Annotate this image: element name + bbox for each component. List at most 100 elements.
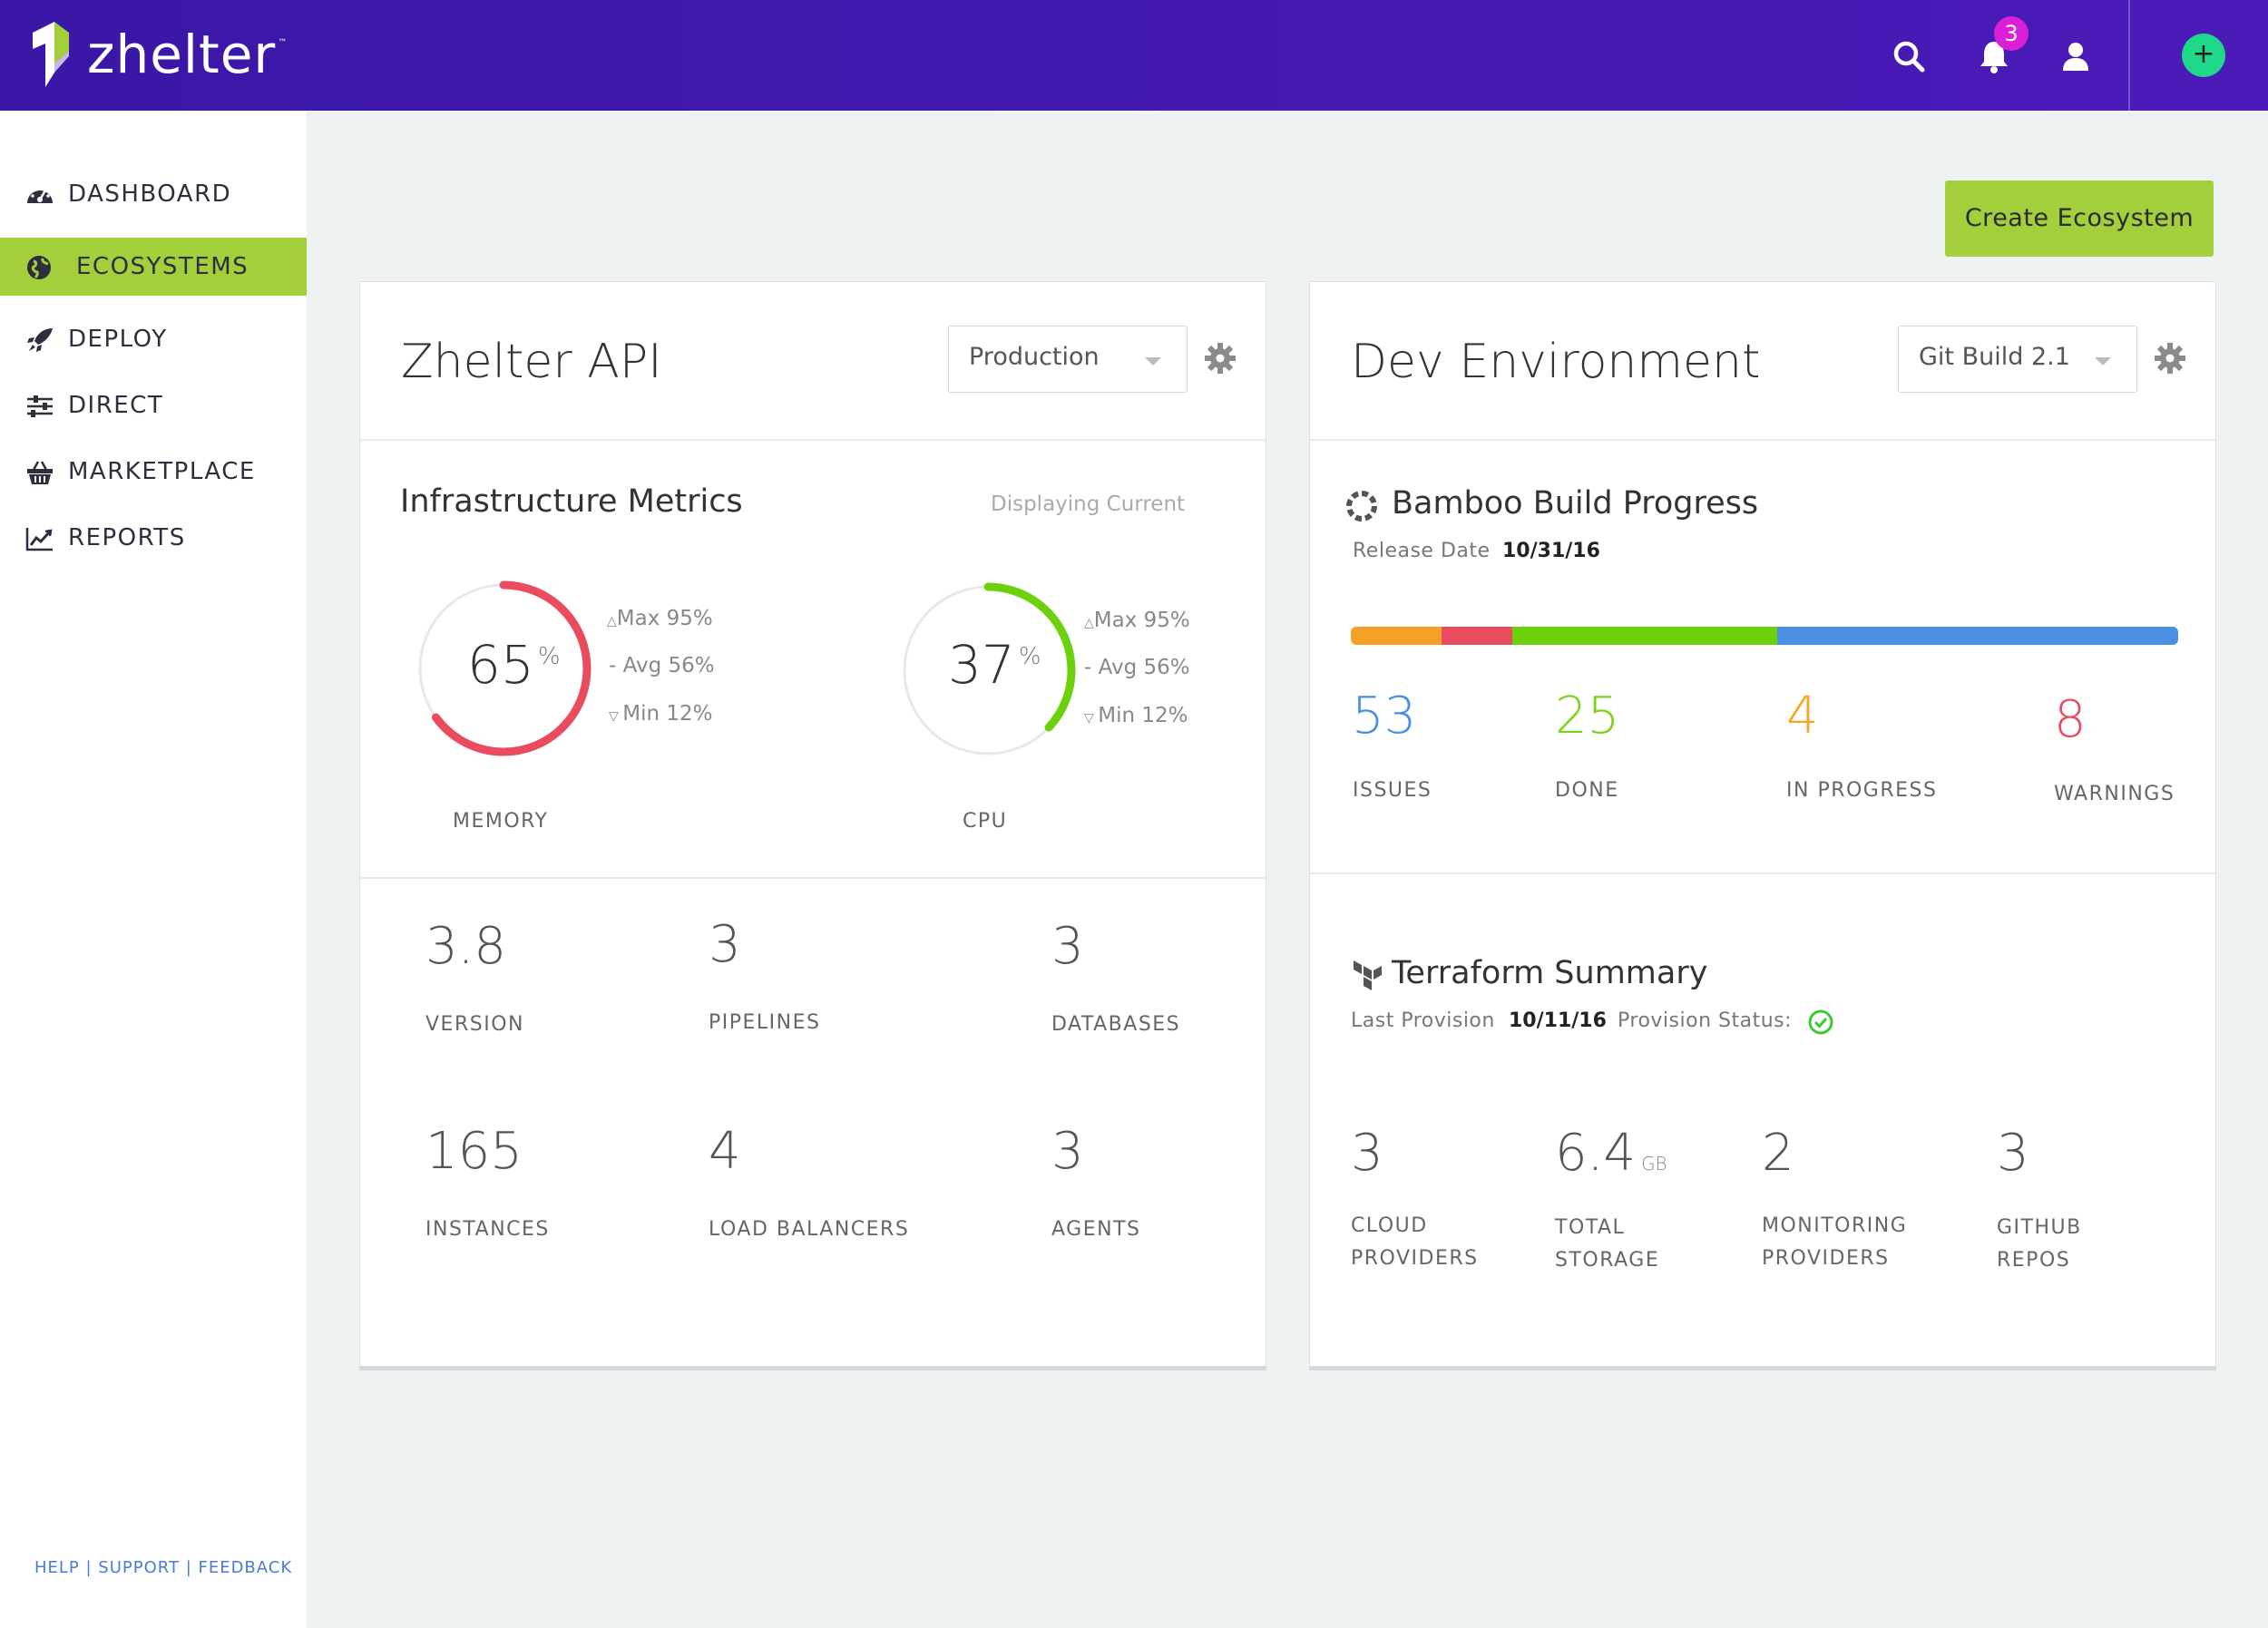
cpu-max: △Max 95% <box>1084 609 1190 632</box>
instances-label: INSTANCES <box>425 1218 550 1241</box>
databases-value: 3 <box>1051 917 1084 976</box>
cpu-min: ▽ Min 12% <box>1084 704 1188 727</box>
monitoring-providers-label-line1: MONITORING <box>1762 1214 1908 1237</box>
progress-segment <box>1442 627 1512 645</box>
zhelter-api-card: Zhelter API Production Infrastructure Me… <box>359 281 1266 1367</box>
databases-label: DATABASES <box>1051 1013 1181 1036</box>
sliders-icon <box>27 395 53 417</box>
warnings-count: 8 <box>2054 690 2087 749</box>
memory-min: ▽ Min 12% <box>609 702 712 726</box>
metrics-title: Infrastructure Metrics <box>400 483 743 520</box>
sidebar-item-dashboard[interactable]: DASHBOARD <box>0 165 307 223</box>
basket-icon <box>27 461 53 484</box>
memory-value-number: 65 <box>467 634 534 696</box>
help-support-feedback-links[interactable]: HELP | SUPPORT | FEEDBACK <box>34 1558 293 1577</box>
monitoring-providers-value: 2 <box>1762 1124 1794 1183</box>
divider <box>360 877 1266 879</box>
total-storage-label-line1: TOTAL <box>1555 1216 1626 1239</box>
user-icon[interactable] <box>2058 38 2094 74</box>
triangle-up-icon: △ <box>607 614 617 629</box>
warnings-label: WARNINGS <box>2054 783 2175 805</box>
trademark: ™ <box>278 38 288 48</box>
bamboo-title: Bamboo Build Progress <box>1392 485 1759 522</box>
sidebar-item-label: REPORTS <box>68 524 186 551</box>
sidebar-item-marketplace[interactable]: MARKETPLACE <box>0 443 307 501</box>
in-progress-label: IN PROGRESS <box>1786 779 1938 802</box>
gear-icon[interactable] <box>2154 342 2186 375</box>
sidebar-item-reports[interactable]: REPORTS <box>0 509 307 567</box>
cloud-providers-value: 3 <box>1351 1124 1383 1183</box>
issues-label: ISSUES <box>1353 779 1432 802</box>
dash-icon: - <box>609 654 623 678</box>
load-balancers-value: 4 <box>709 1122 741 1181</box>
triangle-down-icon: ▽ <box>1084 711 1099 726</box>
build-progress-bar <box>1351 627 2178 645</box>
sidebar-item-direct[interactable]: DIRECT <box>0 376 307 434</box>
metrics-note: Displaying Current <box>991 492 1186 516</box>
dashboard-gauge-icon <box>27 187 53 203</box>
plus-icon: + <box>2192 38 2215 70</box>
add-button[interactable]: + <box>2182 34 2225 77</box>
bamboo-icon <box>1346 491 1377 522</box>
sidebar-item-deploy[interactable]: DEPLOY <box>0 310 307 368</box>
pipelines-value: 3 <box>709 915 741 974</box>
header-divider <box>2128 0 2130 111</box>
zhelter-logo-icon <box>33 22 69 87</box>
github-repos-label-line2: REPOS <box>1997 1249 2071 1272</box>
notification-count-badge: 3 <box>1994 16 2028 51</box>
memory-label: MEMORY <box>453 810 549 833</box>
environment-select[interactable]: Production <box>948 326 1188 393</box>
gear-icon[interactable] <box>1204 342 1237 375</box>
top-navigation-bar: zhelter ™ 3 + <box>0 0 2268 111</box>
cloud-providers-label-line1: CLOUD <box>1351 1214 1428 1237</box>
total-storage-label-line2: STORAGE <box>1555 1249 1660 1272</box>
done-label: DONE <box>1555 779 1619 802</box>
sidebar-item-label: DEPLOY <box>68 326 168 353</box>
memory-gauge <box>415 580 591 756</box>
sidebar-item-label: DIRECT <box>68 392 164 419</box>
sidebar: DASHBOARD ECOSYSTEMS DEPLOY DIRECT <box>0 111 307 1628</box>
agents-label: AGENTS <box>1051 1218 1141 1241</box>
github-repos-label-line1: GITHUB <box>1997 1216 2082 1239</box>
card-title: Dev Environment <box>1351 335 1761 389</box>
in-progress-count: 4 <box>1786 687 1819 746</box>
sidebar-item-ecosystems[interactable]: ECOSYSTEMS <box>0 238 307 296</box>
build-select[interactable]: Git Build 2.1 <box>1898 326 2137 393</box>
globe-icon <box>27 256 51 279</box>
release-date-value: 10/31/16 <box>1502 540 1600 562</box>
chevron-down-icon <box>1145 357 1161 366</box>
cpu-value-unit: % <box>1018 643 1041 670</box>
brand-logo[interactable]: zhelter ™ <box>27 20 287 89</box>
create-ecosystem-button[interactable]: Create Ecosystem <box>1945 180 2214 257</box>
last-provision-value: 10/11/16 <box>1509 1009 1607 1032</box>
cloud-providers-label-line2: PROVIDERS <box>1351 1247 1479 1270</box>
cpu-min-label: Min 12% <box>1098 704 1188 727</box>
card-title: Zhelter API <box>401 335 662 389</box>
divider <box>360 439 1266 441</box>
cpu-avg: - Avg 56% <box>1084 656 1190 679</box>
sidebar-item-label: MARKETPLACE <box>68 458 256 485</box>
cpu-value: 37% <box>948 634 1041 696</box>
cpu-max-label: Max 95% <box>1093 609 1190 632</box>
dev-environment-card: Dev Environment Git Build 2.1 Bamboo Bui… <box>1309 281 2216 1367</box>
issues-count: 53 <box>1352 687 1417 746</box>
total-storage-number: 6.4 <box>1555 1124 1637 1183</box>
divider <box>1310 439 2215 441</box>
memory-value-unit: % <box>537 643 561 670</box>
cpu-gauge <box>900 582 1076 758</box>
environment-select-value: Production <box>969 343 1100 371</box>
github-repos-value: 3 <box>1997 1124 2029 1183</box>
done-count: 25 <box>1555 687 1620 746</box>
memory-value: 65% <box>467 634 561 696</box>
memory-avg-label: Avg 56% <box>622 654 715 678</box>
chevron-down-icon <box>2095 357 2111 366</box>
provision-status-label: Provision Status: <box>1618 1009 1793 1032</box>
line-chart-icon <box>25 528 53 551</box>
total-storage-value: 6.4 GB <box>1555 1124 1667 1183</box>
triangle-up-icon: △ <box>1084 616 1094 630</box>
instances-value: 165 <box>425 1122 523 1181</box>
terraform-icon <box>1354 960 1382 990</box>
version-label: VERSION <box>425 1013 524 1036</box>
progress-segment <box>1511 627 1777 645</box>
search-icon[interactable] <box>1891 38 1927 74</box>
